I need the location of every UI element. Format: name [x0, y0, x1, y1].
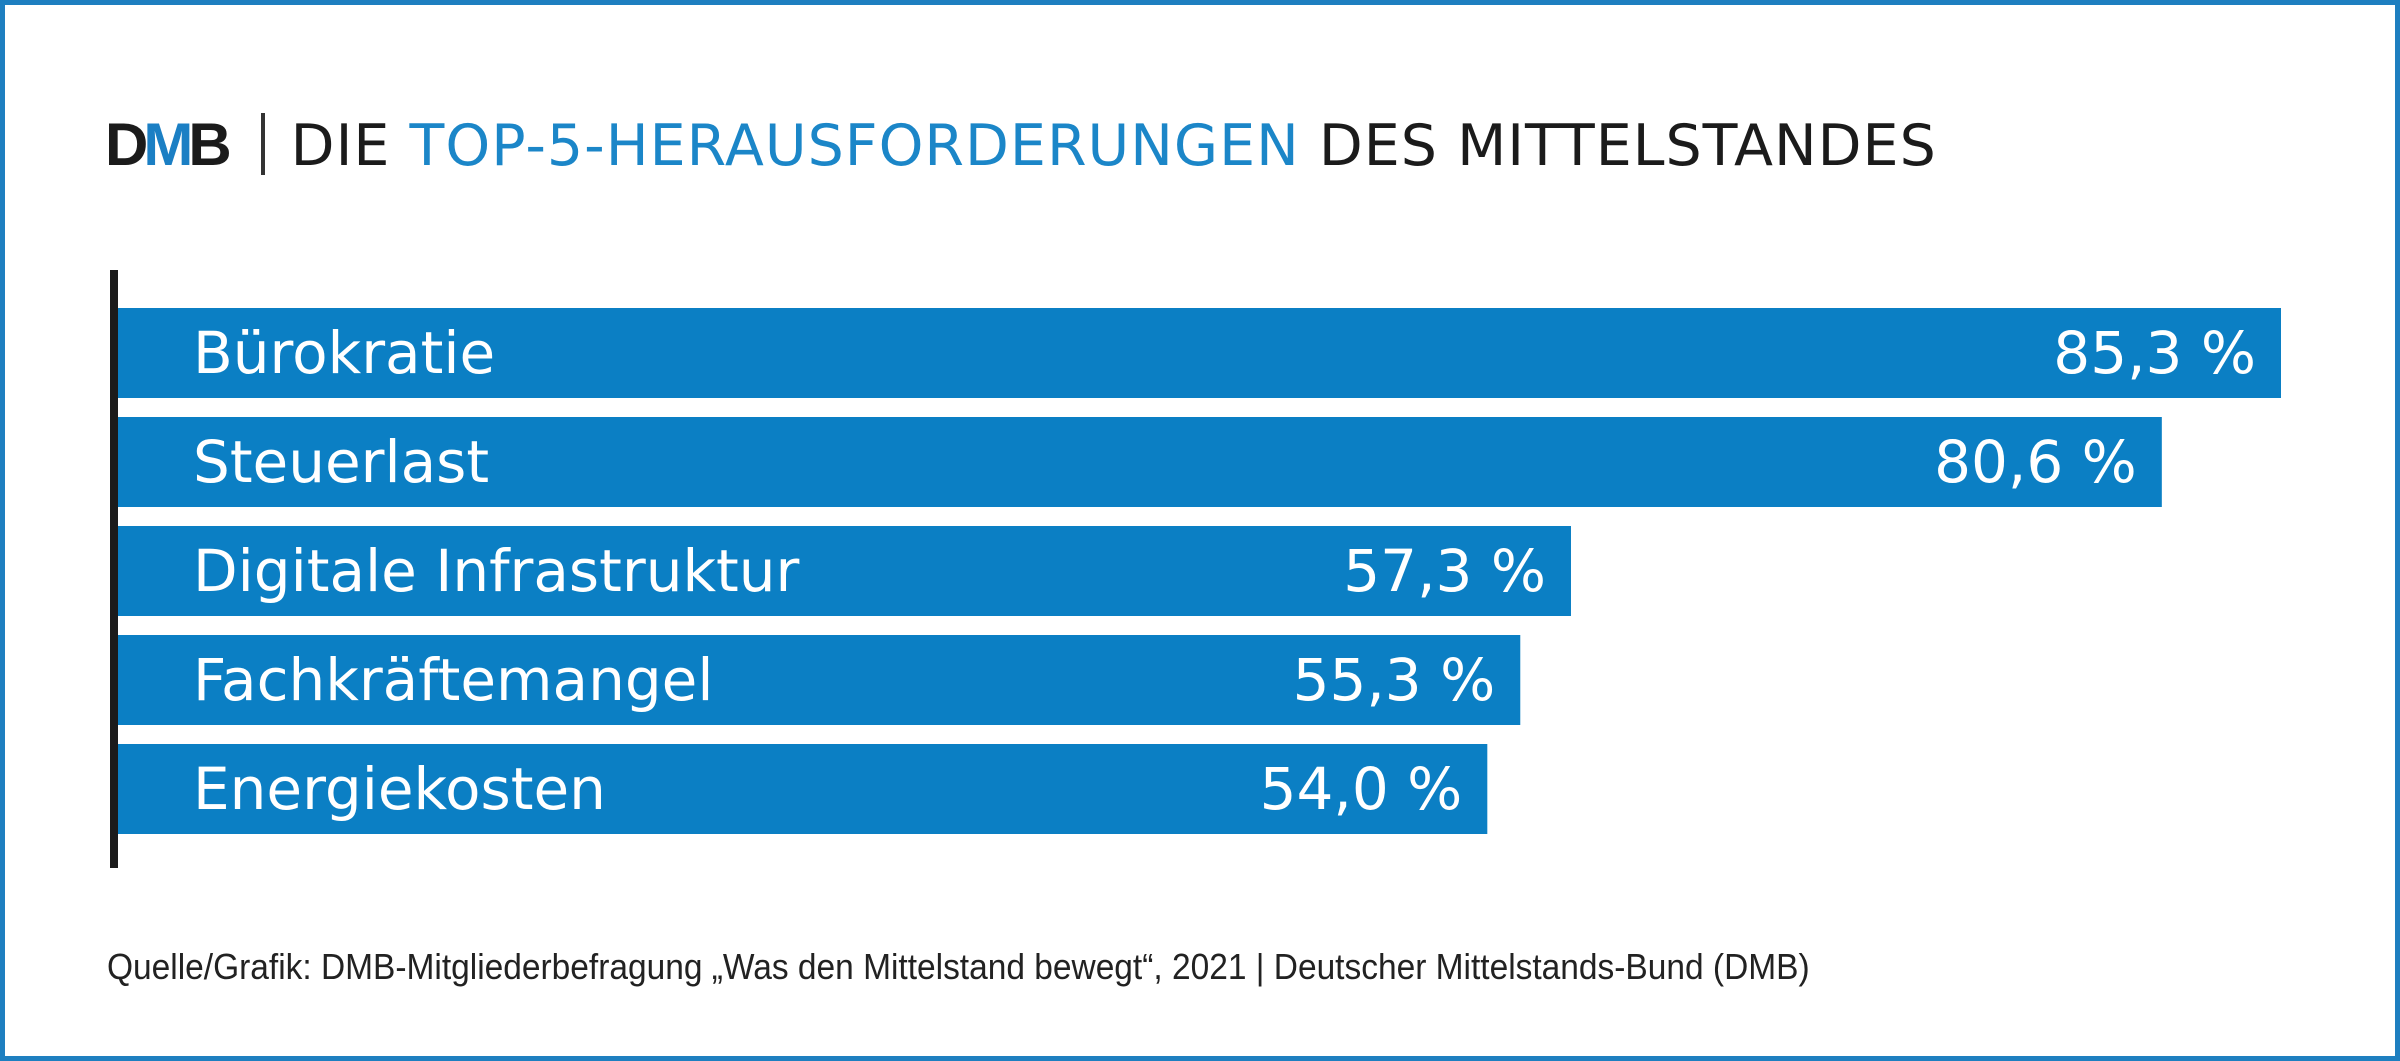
bars-group: Bürokratie 85,3 % Steuerlast 80,6 % Digitale… — [118, 308, 2281, 834]
value-label: 55,3 % — [1293, 646, 1496, 714]
bar — [118, 417, 2162, 507]
chart-title: DMB DIE TOP-5-HERAUSFORDERUNGEN DES MITTE… — [105, 105, 1937, 185]
source-note: Quelle/Grafik: DMB-Mitgliederbefragung „… — [107, 946, 1810, 987]
bar — [118, 308, 2281, 398]
category-label: Steuerlast — [193, 428, 489, 496]
title-prefix: DIE — [290, 113, 391, 179]
logo-letter-d: D — [105, 111, 148, 178]
title-suffix: DES MITTELSTANDES — [1318, 113, 1937, 179]
category-label: Energiekosten — [193, 755, 606, 823]
category-label: Digitale Infrastruktur — [193, 537, 800, 605]
category-label: Fachkräftemangel — [193, 646, 713, 714]
value-label: 57,3 % — [1343, 537, 1546, 605]
logo-letter-m: M — [143, 111, 193, 178]
bar — [118, 526, 1571, 616]
value-label: 54,0 % — [1260, 755, 1463, 823]
logo-letter-b: B — [188, 111, 231, 178]
dmb-logo: DMB — [105, 111, 232, 178]
title-accent: TOP-5-HERAUSFORDERUNGEN — [409, 113, 1300, 179]
category-label: Bürokratie — [193, 319, 495, 387]
value-label: 85,3 % — [2053, 319, 2256, 387]
bar — [118, 635, 1521, 725]
title-separator — [260, 113, 265, 175]
y-axis-line — [110, 270, 118, 868]
value-label: 80,6 % — [1934, 428, 2137, 496]
bar — [118, 744, 1488, 834]
